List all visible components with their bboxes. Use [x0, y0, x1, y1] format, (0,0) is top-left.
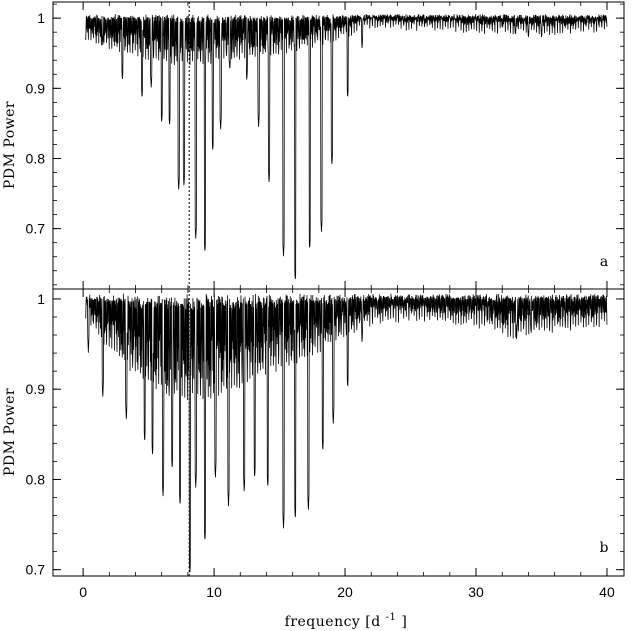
panel-b: 0.7 0.8 0.9 1 PDM Power b — [2, 288, 625, 578]
panel-a-y-tick-label: 0.7 — [26, 221, 46, 237]
panel-a-grid-ticks: 0.7 0.8 0.9 1 — [26, 2, 624, 289]
panel-a-letter: a — [600, 254, 608, 270]
panel-a-y-tick-label: 0.9 — [26, 80, 46, 96]
x-tick-label: 40 — [599, 584, 615, 600]
panel-a-frame — [52, 1, 625, 290]
panel-a-ylabel: PDM Power — [2, 101, 18, 189]
x-axis-title-main: frequency [d — [285, 614, 381, 630]
panel-b-y-tick-label: 1 — [37, 291, 45, 307]
x-axis-title-sup: -1 — [386, 612, 397, 623]
panel-b-y-tick-label: 0.8 — [26, 471, 46, 487]
x-tick-labels: 0 10 20 30 40 — [79, 584, 615, 600]
x-tick-label: 30 — [468, 584, 484, 600]
x-axis-title-close: ] — [401, 614, 407, 630]
x-tick-label: 10 — [206, 584, 222, 600]
panel-b-letter: b — [600, 540, 609, 556]
panel-a-y-tick-label: 1 — [37, 10, 45, 26]
x-tick-label: 0 — [79, 584, 87, 600]
panel-a-series-line — [85, 14, 608, 279]
panel-b-frame — [52, 288, 625, 577]
panel-b-series-line — [85, 293, 608, 573]
x-axis-title: frequency [d -1 ] — [285, 608, 408, 630]
panel-b-y-tick-label: 0.9 — [26, 381, 46, 397]
x-tick-label: 20 — [337, 584, 353, 600]
panel-a-y-tick-label: 0.8 — [26, 150, 46, 166]
panel-a: 0.7 0.8 0.9 1 PDM Power a — [2, 1, 625, 290]
panel-b-ylabel: PDM Power — [2, 388, 18, 476]
panel-b-y-tick-label: 0.7 — [26, 562, 46, 578]
panel-b-grid-ticks: 0.7 0.8 0.9 1 — [26, 289, 624, 578]
